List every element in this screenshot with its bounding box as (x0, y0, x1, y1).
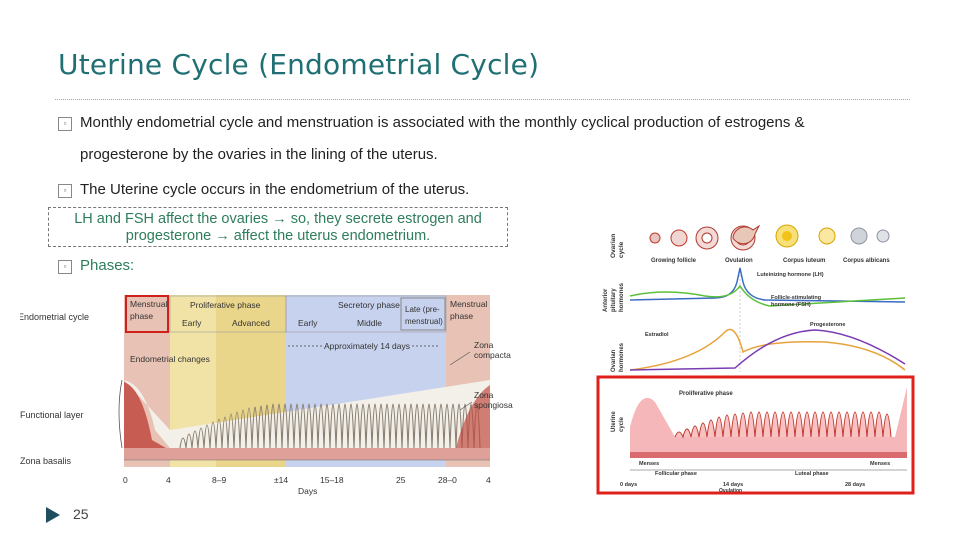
row-label-endometrial-cycle: Endometrial cycle (20, 312, 89, 322)
hormone-note-box: LH and FSH affect the ovaries → so, they… (48, 207, 508, 247)
day-tick-3: ±14 (274, 475, 288, 485)
menstrual-end-line-2: phase (450, 311, 473, 321)
uterine-cycle-line-1: Uterine (611, 411, 617, 432)
menses-left-label: Menses (639, 461, 659, 467)
progesterone-curve (629, 329, 906, 371)
title-divider (55, 99, 910, 100)
bullet-1-line-1: Monthly endometrial cycle and menstruati… (80, 114, 805, 131)
proliferative-phase-label: Proliferative phase (190, 300, 261, 310)
zona-compacta-line-2: compacta (474, 350, 511, 360)
ovarian-hormones-line-2: hormones (619, 342, 625, 372)
estradiol-label: Estradiol (645, 332, 669, 338)
endometrium-illustration (124, 380, 490, 461)
bullet-item-1: ▫ Monthly endometrial cycle and menstrua… (58, 108, 918, 170)
bullet-1-line-2: progesterone by the ovaries in the linin… (80, 146, 438, 163)
day-tick-1: 4 (166, 475, 171, 485)
zona-basalis-label: Zona basalis (20, 456, 72, 466)
note-line-2: progesterone → affect the uterus endomet… (125, 228, 431, 244)
ovarian-hormones-line-1: Ovarian (611, 349, 617, 372)
ovulation-small-label: Ovulation (719, 488, 742, 494)
slide-title: Uterine Cycle (Endometrial Cycle) (58, 48, 540, 81)
late-phase-box (400, 297, 446, 331)
late-line-2: menstrual) (405, 317, 443, 326)
bullet-icon: ▫ (58, 260, 72, 274)
secretory-early-label: Early (298, 318, 318, 328)
corpus-albicans-label: Corpus albicans (843, 258, 890, 264)
estradiol-curve (629, 328, 906, 371)
bullet-icon: ▫ (58, 117, 72, 131)
zona-spongiosa-line-1: Zona (474, 390, 494, 400)
fsh-curve (629, 284, 906, 307)
day-tick-4: 15–18 (320, 475, 344, 485)
growing-follicle-label: Growing follicle (651, 258, 697, 264)
advanced-label: Advanced (232, 318, 270, 328)
day-tick-7: 4 (486, 475, 491, 485)
corpus-luteum-label: Corpus luteum (783, 258, 825, 264)
menstrual-highlight (125, 295, 169, 333)
bullet-icon: ▫ (58, 184, 72, 198)
twenty-eight-days-label: 28 days (845, 482, 865, 488)
approx-14-days-label: Approximately 14 days (324, 341, 410, 351)
follicle-stages (649, 224, 890, 251)
zona-spongiosa-line-2: spongiosa (474, 400, 513, 410)
days-axis-label: Days (298, 486, 317, 496)
zona-compacta-line-1: Zona (474, 340, 494, 350)
lh-label: Luteinizing hormone (LH) (757, 272, 824, 278)
late-line-1: Late (pre- (405, 305, 440, 314)
middle-label: Middle (357, 318, 382, 328)
uterine-lining-illustration (630, 387, 907, 458)
endometrial-cycle-diagram: Endometrial cycle Menstrual phase Prolif… (20, 295, 513, 496)
anterior-pituitary-line-1: Anterior (603, 288, 609, 312)
bullet-item-2: ▫ The Uterine cycle occurs in the endome… (58, 175, 658, 205)
ovulation-label: Ovulation (725, 258, 753, 264)
functional-layer-label: Functional layer (20, 410, 84, 420)
zero-days-label: 0 days (620, 482, 637, 488)
zona-spongiosa-pointer (459, 401, 473, 411)
uterine-cycle-line-2: cycle (619, 416, 625, 432)
phases-label: Phases: (80, 257, 135, 274)
progesterone-label: Progesterone (810, 322, 845, 328)
note-line-1: LH and FSH affect the ovaries → so, they… (74, 211, 482, 227)
ovarian-uterine-cycle-diagram: Ovarian cycle Growing follicle Ovulation… (596, 224, 915, 495)
lh-curve (629, 267, 906, 303)
early-label: Early (182, 318, 202, 328)
proliferative-phase-label: Proliferative phase (679, 391, 733, 397)
bullet-2-text: The Uterine cycle occurs in the endometr… (80, 181, 470, 198)
secretory-phase-label: Secretory phase (338, 300, 400, 310)
menstrual-line-1: Menstrual (130, 299, 167, 309)
fsh-label-line-1: Follicle-stimulating (771, 295, 821, 301)
secretory-header-box (285, 295, 447, 333)
slide-marker-icon (46, 507, 60, 523)
day-tick-2: 8–9 (212, 475, 226, 485)
zona-compacta-pointer (449, 351, 471, 366)
ovarian-cycle-line-2: cycle (618, 241, 625, 258)
luteal-phase-label: Luteal phase (795, 471, 829, 477)
fourteen-days-label: 14 days (723, 482, 743, 488)
day-tick-5: 25 (396, 475, 406, 485)
follicular-phase-label: Follicular phase (655, 471, 697, 477)
bullet-item-3: ▫ Phases: (58, 251, 258, 281)
menses-right-label: Menses (870, 461, 890, 467)
uterine-cycle-highlight (596, 375, 915, 495)
endometrial-changes-label: Endometrial changes (130, 354, 210, 364)
anterior-pituitary-line-2: pituitary (611, 288, 617, 312)
page-number: 25 (73, 506, 89, 522)
day-tick-0: 0 (123, 475, 128, 485)
day-tick-6: 28–0 (438, 475, 457, 485)
menstrual-end-line-1: Menstrual (450, 299, 487, 309)
fsh-label-line-2: hormone (FSH) (771, 302, 811, 308)
ovarian-cycle-line-1: Ovarian (610, 234, 617, 258)
anterior-pituitary-line-3: hormones (619, 282, 625, 312)
functional-layer-brace (118, 379, 123, 449)
menstrual-line-2: phase (130, 311, 153, 321)
